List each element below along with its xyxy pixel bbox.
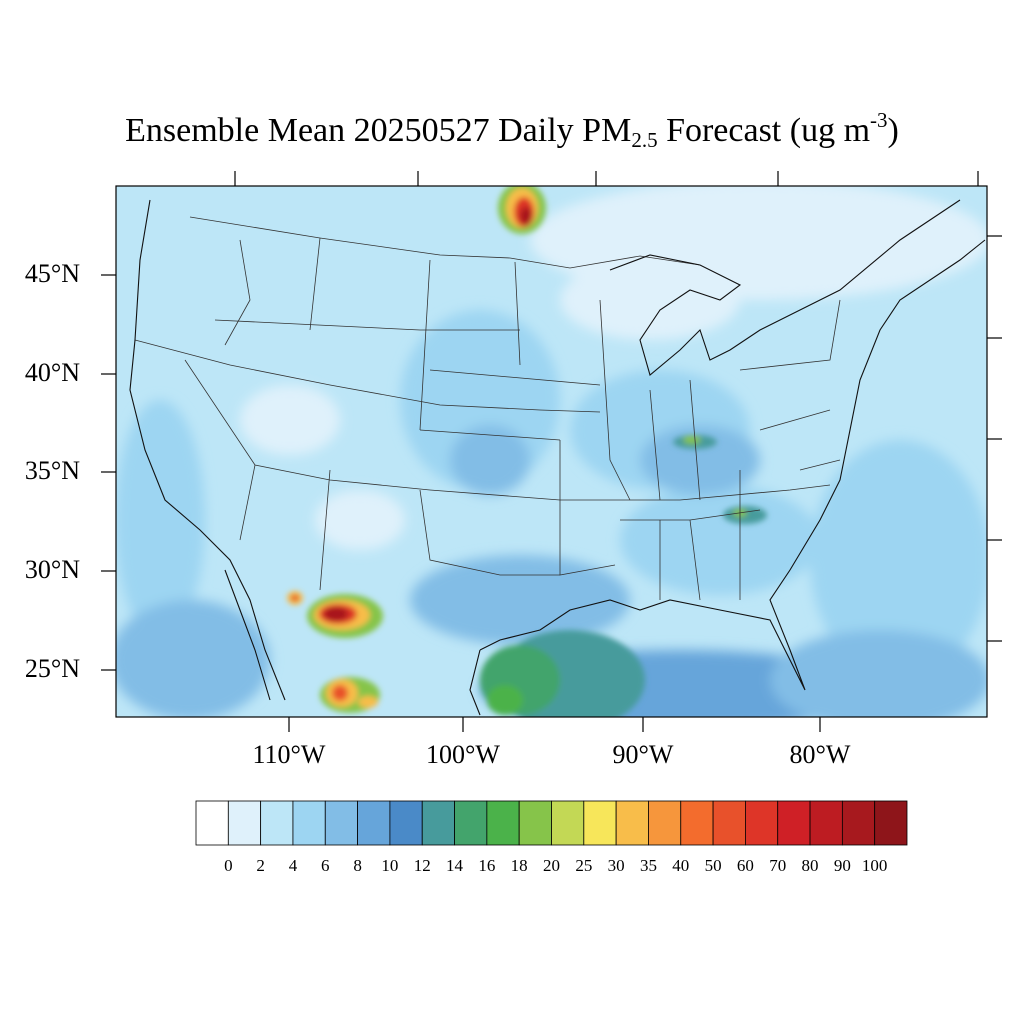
colorbar-label: 8 <box>353 856 362 875</box>
colorbar-swatch <box>486 800 520 846</box>
colorbar-swatch <box>648 800 682 846</box>
map-ticks <box>101 171 1002 732</box>
colorbar-label: 6 <box>321 856 330 875</box>
florida-blue-region <box>770 630 987 717</box>
colorbar-label: 100 <box>861 856 888 875</box>
colorbar-label: 35 <box>639 856 657 875</box>
lat-label-40n: 40°N <box>24 358 80 387</box>
ohio-valley-medium-region <box>640 425 760 495</box>
colorbar-label: 14 <box>446 856 464 875</box>
colorbar-swatch <box>745 800 779 846</box>
west-coast-medium-region <box>116 400 205 640</box>
title-superscript: -3 <box>870 108 888 132</box>
lon-label-100w: 100°W <box>426 740 500 769</box>
colorbar-swatch <box>518 800 552 846</box>
colorbar-swatch <box>195 800 229 846</box>
title-subscript: 2.5 <box>631 128 658 152</box>
state-boundaries <box>134 216 841 601</box>
colorbar-swatch <box>874 800 908 846</box>
colorbar-label: 20 <box>543 856 560 875</box>
colorbar-swatch <box>454 800 488 846</box>
colorbar-swatch <box>389 800 423 846</box>
colorbar-swatch <box>712 800 746 846</box>
utah-light-region <box>240 385 340 455</box>
colorbar-swatch <box>615 800 649 846</box>
colorbar-label: 2 <box>256 856 265 875</box>
colorbar-label: 70 <box>769 856 787 875</box>
colorbar-label: 90 <box>833 856 851 875</box>
colorbar-label: 0 <box>224 856 233 875</box>
colorbar-swatch <box>777 800 811 846</box>
nevada-light-region <box>315 490 405 550</box>
map-frame <box>115 185 988 718</box>
colorbar-label: 80 <box>801 856 819 875</box>
lon-label-110w: 110°W <box>252 740 326 769</box>
lat-label-25n: 25°N <box>24 654 80 683</box>
kansas-medium-region <box>450 425 530 495</box>
colorbar-label: 4 <box>288 856 298 875</box>
colorbar-swatch <box>421 800 455 846</box>
colorbar-swatch <box>324 800 358 846</box>
sierra-plume-core <box>332 685 348 701</box>
lon-label-80w: 80°W <box>789 740 851 769</box>
lon-label-90w: 90°W <box>612 740 674 769</box>
colorbar-label: 30 <box>607 856 625 875</box>
colorbar-swatch <box>583 800 617 846</box>
title-middle: Forecast (ug m <box>657 112 871 149</box>
chihuahua-core <box>291 595 299 601</box>
colorbar-label: 40 <box>672 856 690 875</box>
colorbar-label: 18 <box>510 856 528 875</box>
coastlines <box>129 199 986 716</box>
colorbar-label: 16 <box>478 856 496 875</box>
colorbar-swatch <box>357 800 391 846</box>
colorbar-swatch <box>841 800 876 846</box>
colorbar-swatch <box>680 800 714 846</box>
colorbar-swatch <box>551 800 585 846</box>
northern-plume-peak <box>520 207 532 225</box>
title-prefix: Ensemble Mean 20250527 Daily PM <box>125 112 632 149</box>
lat-label-45n: 45°N <box>24 259 80 288</box>
map-title: Ensemble Mean 20250527 Daily PM2.5 Forec… <box>0 110 1024 152</box>
southeast-medium-region <box>620 485 820 595</box>
sonora-plume-peak <box>324 607 348 621</box>
colorbar-swatch <box>809 800 843 846</box>
colorbar-swatch <box>227 800 262 846</box>
pacific-blue-region <box>116 600 270 717</box>
colorbar-label: 25 <box>575 856 593 875</box>
texas-medium-region <box>410 555 630 645</box>
concentration-field <box>116 186 987 717</box>
gulf-plume-core <box>487 685 523 715</box>
atlantic-medium-region <box>810 440 987 680</box>
colorbar-label: 10 <box>381 856 399 875</box>
colorbar-label: 60 <box>736 856 754 875</box>
great-lakes-light-region <box>560 260 740 340</box>
sierra-plume-east <box>358 696 378 708</box>
colorbar-swatch <box>260 800 294 846</box>
kentucky-core <box>683 436 701 444</box>
lat-label-30n: 30°N <box>24 555 80 584</box>
colorbar-label: 12 <box>413 856 431 875</box>
colorbar-label: 50 <box>704 856 722 875</box>
title-suffix: ) <box>887 112 899 149</box>
colorbar-swatch <box>292 800 326 846</box>
lat-label-35n: 35°N <box>24 456 80 485</box>
smooth-field-layers <box>116 186 987 717</box>
